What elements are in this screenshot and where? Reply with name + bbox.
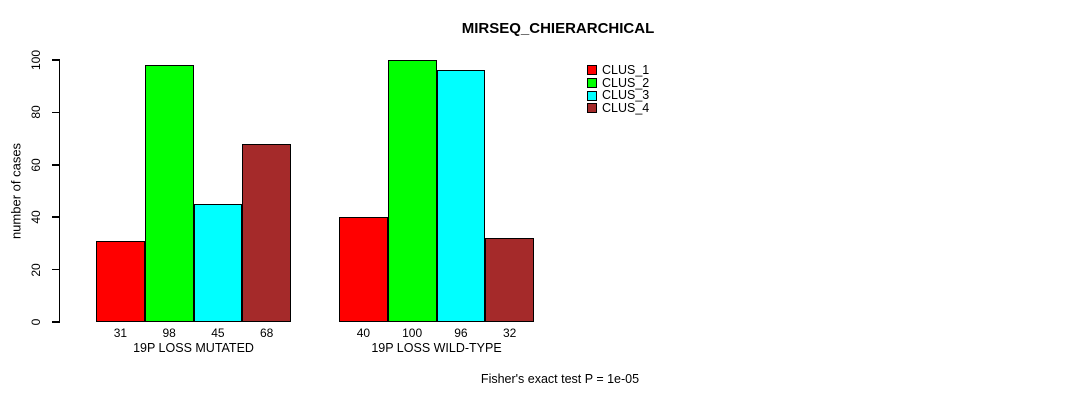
y-tick-label: 100	[29, 49, 43, 71]
bar-value-label: 96	[454, 326, 468, 340]
legend: CLUS_1 CLUS_2 CLUS_3 CLUS_4	[587, 64, 649, 115]
y-tick-mark	[52, 59, 60, 61]
bar-value-label: 100	[402, 326, 423, 340]
legend-color-swatch	[587, 78, 597, 89]
y-tick-label: 20	[29, 262, 43, 277]
y-tick-label: 60	[29, 158, 43, 172]
y-tick-mark	[52, 111, 60, 114]
bar	[387, 60, 437, 322]
y-tick-mark	[52, 268, 60, 271]
bar-value-label: 98	[162, 326, 176, 340]
legend-color-swatch	[587, 90, 597, 101]
chart-title: MIRSEQ_CHIERARCHICAL	[461, 20, 655, 37]
y-tick-label: 0	[29, 318, 43, 326]
category-label: 19P LOSS WILD-TYPE	[371, 341, 502, 355]
bar	[193, 204, 243, 322]
y-tick-label: 40	[29, 210, 43, 224]
bar	[144, 65, 194, 322]
bar	[339, 217, 388, 322]
bar-value-label: 68	[259, 326, 274, 340]
bar-value-label: 40	[356, 326, 371, 340]
category-label: 19P LOSS MUTATED	[133, 341, 254, 355]
legend-color-swatch	[587, 103, 597, 114]
y-axis-line	[58, 59, 60, 323]
legend-row: CLUS_2	[587, 77, 649, 90]
y-tick-mark	[52, 164, 60, 166]
bar	[436, 70, 486, 322]
y-tick-label: 80	[29, 105, 43, 120]
bar	[242, 143, 291, 322]
legend-row: CLUS_4	[587, 102, 649, 115]
legend-row: CLUS_3	[587, 89, 649, 102]
legend-label: CLUS_4	[602, 101, 650, 116]
y-tick-mark	[52, 321, 60, 323]
bar	[485, 238, 534, 322]
y-tick-mark	[52, 216, 60, 218]
legend-row: CLUS_1	[587, 64, 649, 77]
bar-value-label: 31	[113, 326, 128, 340]
bar-value-label: 45	[211, 326, 225, 340]
bar	[96, 240, 145, 322]
legend-label: CLUS_3	[602, 88, 650, 103]
legend-label: CLUS_1	[602, 63, 650, 78]
legend-label: CLUS_2	[602, 75, 650, 90]
bar-value-label: 32	[502, 326, 517, 340]
annotation-text: Fisher's exact test P = 1e-05	[480, 372, 640, 386]
legend-color-swatch	[587, 65, 597, 76]
